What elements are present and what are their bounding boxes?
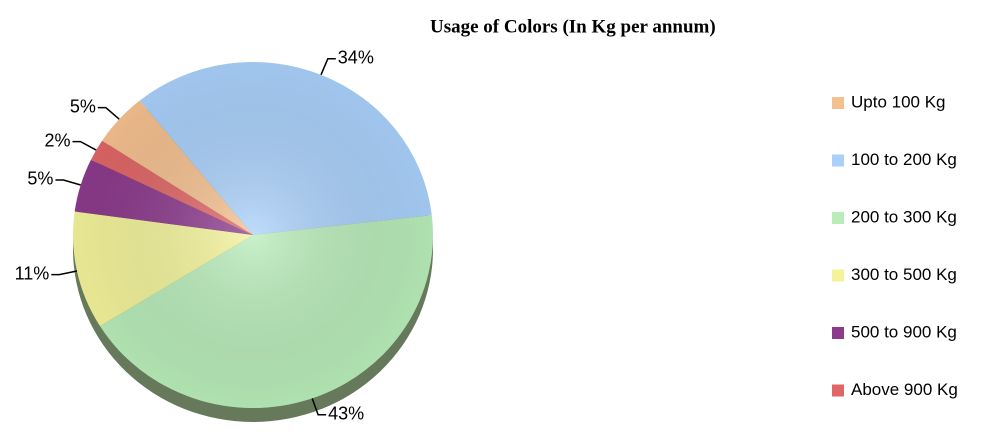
legend-swatch <box>832 269 844 282</box>
legend-label: 500 to 900 Kg <box>851 322 957 341</box>
leader-line <box>311 398 327 416</box>
data-label: 34% <box>338 48 374 68</box>
chart-title: Usage of Colors (In Kg per annum) <box>430 16 716 37</box>
leader-line <box>320 58 336 76</box>
leader-line <box>72 140 97 151</box>
leader-line <box>51 270 78 276</box>
data-label: 2% <box>44 130 70 150</box>
legend-swatch <box>832 384 844 397</box>
legend-swatch <box>832 154 844 167</box>
data-label: 5% <box>27 169 53 189</box>
data-label: 43% <box>328 403 364 423</box>
pie-shade <box>73 62 433 408</box>
legend-label: 200 to 300 Kg <box>851 207 957 226</box>
data-label: 5% <box>70 96 96 116</box>
legend-swatch <box>832 327 844 339</box>
legend-label: Above 900 Kg <box>851 380 958 399</box>
legend-swatch <box>832 97 844 109</box>
legend-label: 300 to 500 Kg <box>851 265 957 284</box>
leader-line <box>97 106 120 120</box>
legend-label: 100 to 200 Kg <box>851 150 957 169</box>
data-label: 11% <box>15 263 50 283</box>
legend-label: Upto 100 Kg <box>851 92 946 111</box>
legend-swatch <box>832 212 844 224</box>
leader-line <box>55 179 81 186</box>
